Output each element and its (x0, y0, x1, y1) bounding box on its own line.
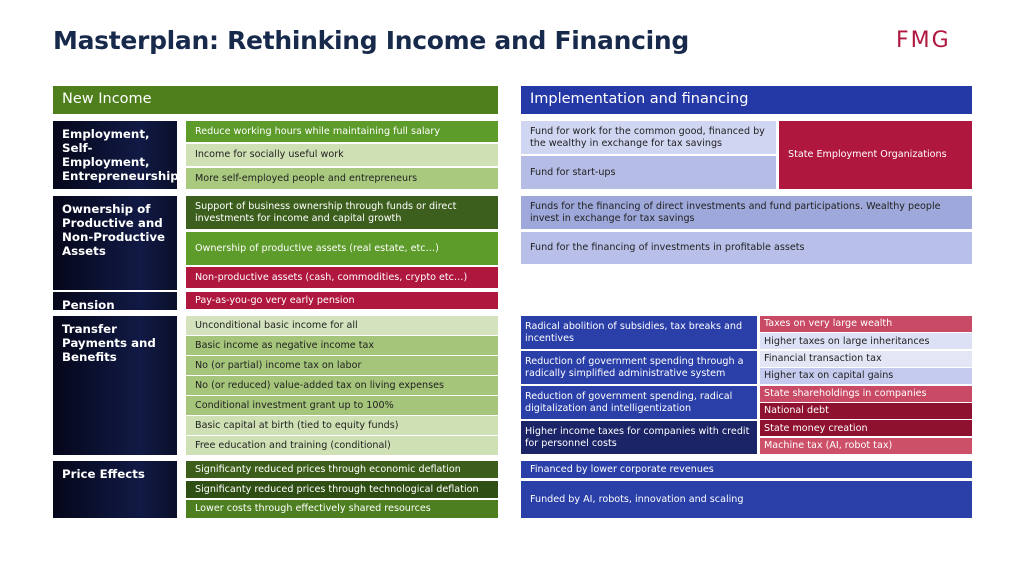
category-label: Pension (53, 292, 177, 312)
income-item: Conditional investment grant up to 100% (186, 396, 498, 415)
income-item: Income for socially useful work (186, 144, 498, 166)
income-item: More self-employed people and entreprene… (186, 168, 498, 189)
income-item: Support of business ownership through fu… (186, 196, 498, 229)
financing-item: Reduction of government spending through… (521, 351, 757, 384)
financing-item: Fund for the financing of investments in… (521, 232, 972, 264)
category-label: Price Effects (53, 461, 177, 518)
tax-item: Higher taxes on large inheritances (760, 333, 972, 350)
financing-item: Higher income taxes for companies with c… (521, 421, 757, 454)
financing-item: Financed by lower corporate revenues (521, 461, 972, 478)
income-item: Unconditional basic income for all (186, 316, 498, 335)
income-item: Basic income as negative income tax (186, 336, 498, 355)
fmg-logo: FMG (896, 28, 951, 53)
income-item: No (or reduced) value-added tax on livin… (186, 376, 498, 395)
income-item: Significanty reduced prices through tech… (186, 481, 498, 498)
new-income-header: New Income (53, 86, 498, 114)
income-item: Lower costs through effectively shared r… (186, 500, 498, 518)
implementation-header: Implementation and financing (521, 86, 972, 114)
financing-item: Radical abolition of subsidies, tax brea… (521, 316, 757, 349)
income-item: Reduce working hours while maintaining f… (186, 121, 498, 142)
tax-item: Financial transaction tax (760, 350, 972, 367)
tax-item: Higher tax on capital gains (760, 368, 972, 385)
financing-item: Fund for start-ups (521, 156, 776, 189)
page-title: Masterplan: Rethinking Income and Financ… (53, 26, 689, 55)
financing-item: Fund for work for the common good, finan… (521, 121, 776, 154)
financing-item: Reduction of government spending, radica… (521, 386, 757, 419)
financing-item: Funded by AI, robots, innovation and sca… (521, 481, 972, 518)
tax-item: Taxes on very large wealth (760, 316, 972, 332)
income-item: Non-productive assets (cash, commodities… (186, 267, 498, 288)
income-item: Basic capital at birth (tied to equity f… (186, 416, 498, 435)
income-item: Ownership of productive assets (real est… (186, 232, 498, 265)
income-item: Free education and training (conditional… (186, 436, 498, 455)
category-label: Ownership of Productive and Non-Producti… (53, 196, 177, 290)
tax-item: Machine tax (AI, robot tax) (760, 437, 972, 454)
income-item: Pay-as-you-go very early pension (186, 292, 498, 309)
tax-item: State money creation (760, 420, 972, 437)
tax-item: State shareholdings in companies (760, 385, 972, 402)
income-item: No (or partial) income tax on labor (186, 356, 498, 375)
tax-item: National debt (760, 403, 972, 419)
state-employment-box: State Employment Organizations (779, 121, 972, 189)
category-label: Transfer Payments and Benefits (53, 316, 177, 455)
financing-item: Funds for the financing of direct invest… (521, 196, 972, 229)
category-label: Employment, Self-Employment, Entrepreneu… (53, 121, 179, 189)
income-item: Significanty reduced prices through econ… (186, 461, 498, 478)
